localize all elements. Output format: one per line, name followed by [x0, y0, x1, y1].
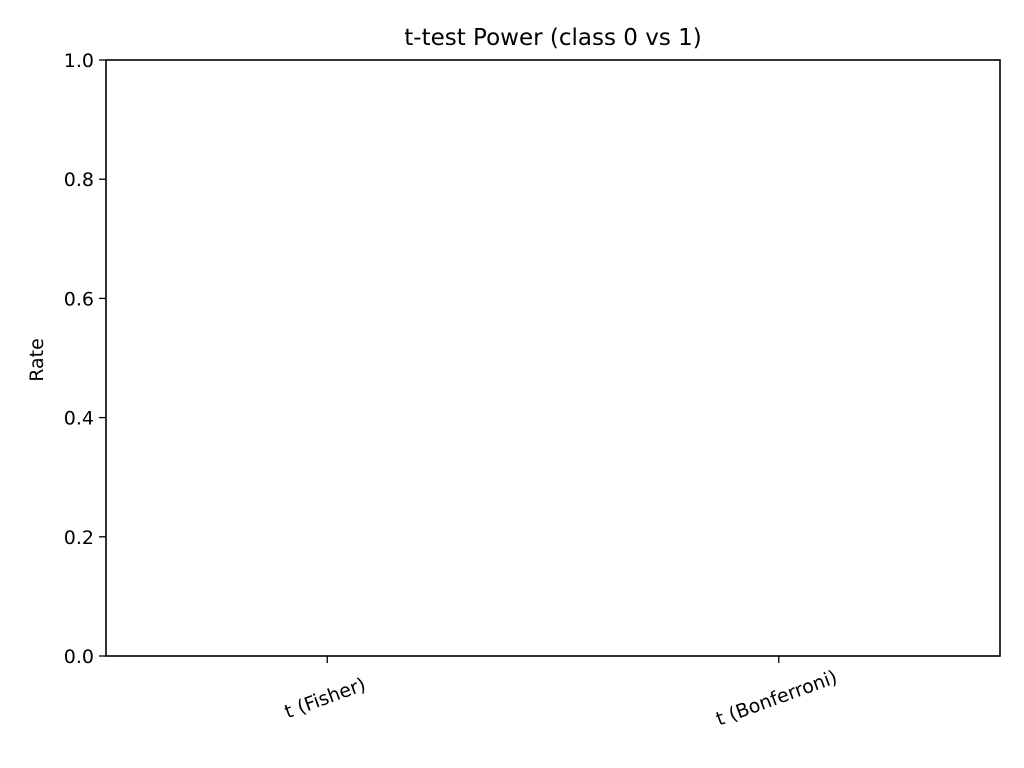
- chart-title: t-test Power (class 0 vs 1): [404, 25, 701, 51]
- y-tick-label: 0.4: [64, 408, 94, 430]
- y-tick-label: 0.2: [64, 527, 94, 549]
- plot-area-frame: [105, 59, 1001, 657]
- y-axis-label: Rate: [26, 338, 48, 382]
- y-tick-label: 0.0: [64, 646, 94, 668]
- y-tick-label: 1.0: [64, 50, 94, 72]
- y-tick-label: 0.6: [64, 288, 94, 310]
- y-axis-ticks: 0.0 0.2 0.4 0.6 0.8 1.0: [64, 50, 106, 668]
- y-tick-label: 0.8: [64, 169, 94, 191]
